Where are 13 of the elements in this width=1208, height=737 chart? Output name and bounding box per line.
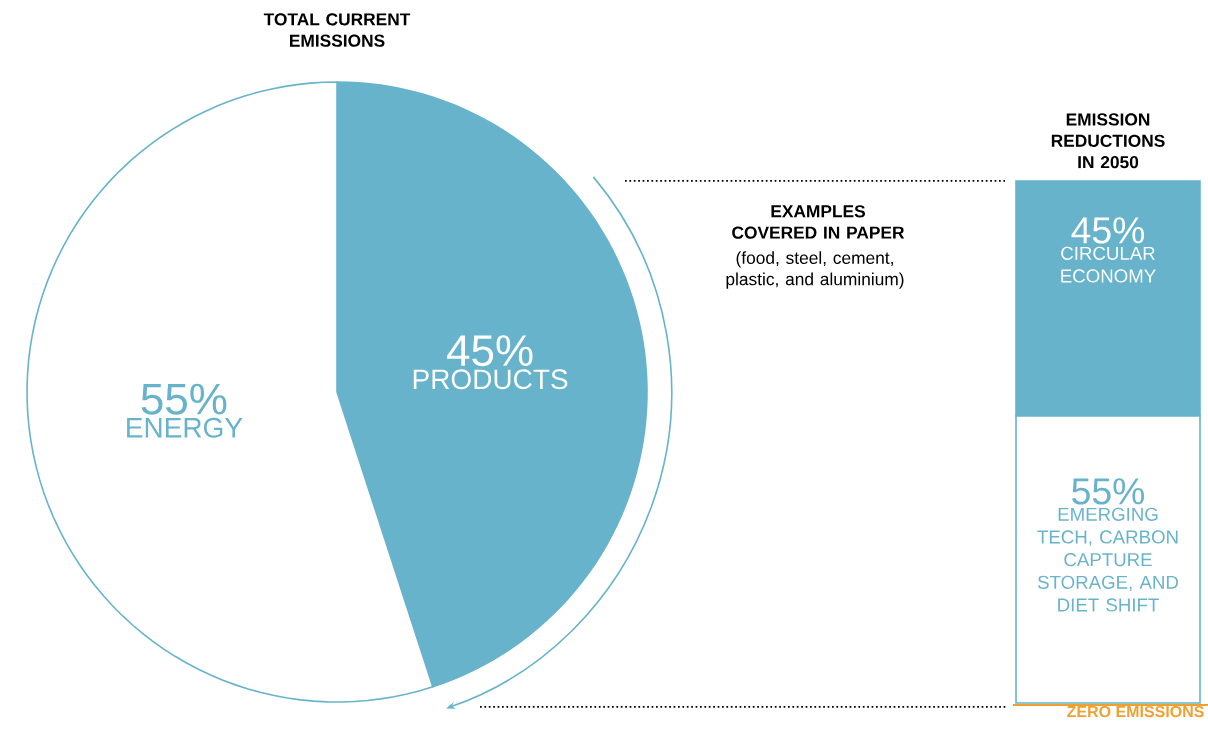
text: (food, steel, cement, plastic, and aluminium) — [726, 251, 904, 289]
data-label: 55% — [1072, 478, 1145, 505]
chart-title: TOTAL CURRENT EMISSIONS — [263, 13, 411, 47]
data-label: 45% — [447, 335, 533, 367]
data-label: 55% — [141, 383, 227, 415]
text: EXAMPLES COVERED IN PAPER — [732, 205, 905, 239]
series-label: CIRCULAR ECONOMY — [1061, 246, 1156, 283]
text: ZERO EMISSIONS — [1067, 705, 1204, 718]
slice-label: PRODUCTS — [413, 369, 568, 390]
data-label: 45% — [1071, 217, 1145, 244]
chart-title: EMISSION REDUCTIONS IN 2050 — [1051, 113, 1165, 169]
series-label: EMERGING TECH, CARBON CAPTURE STORAGE, AND DIET SHIFT — [1037, 507, 1178, 612]
slice-label: ENERGY — [127, 417, 243, 438]
